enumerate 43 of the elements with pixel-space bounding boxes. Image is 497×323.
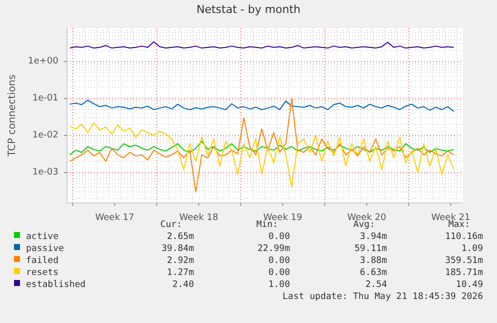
legend-label: established [26,280,86,290]
text: 1.09 [461,244,483,254]
text: 185.71m [445,268,483,278]
line-series [69,98,454,192]
text: 6.63m [360,268,387,278]
text: 0.00 [268,232,290,242]
line-series [69,140,454,156]
text: Min: [256,220,278,230]
text: Max: [448,220,470,230]
text: 59.11m [354,244,387,254]
chart-title: Netstat - by month [196,3,301,16]
legend-label: passive [26,244,64,254]
legend-label: active [26,232,59,242]
text: 3.94m [360,232,387,242]
text: 39.84m [161,244,194,254]
line-series [69,41,454,49]
text: Avg: [353,220,375,230]
text: 10.49 [456,280,483,290]
y-tick-label: 1e+00 [28,56,59,66]
text: Cur: [160,220,182,230]
text: 2.65m [166,232,194,242]
text: 0.00 [268,256,290,266]
legend-label: resets [26,268,59,278]
x-tick-label: Week 17 [95,212,134,223]
text: 359.51m [445,256,483,266]
text: 1.00 [268,280,290,290]
y-tick-label: 1e-01 [32,93,58,104]
text: 2.54 [365,280,387,290]
y-tick-label: 1e-03 [32,168,58,178]
text: Last update: Thu May 21 18:45:39 2026 [282,292,483,302]
text: 3.88m [360,256,387,266]
text: 22.99m [257,244,290,254]
x-tick-label: Week 18 [179,212,218,223]
y-tick-label: 1e-02 [32,130,58,140]
text: 110.16m [445,232,483,242]
line-series [69,100,454,112]
text: 0.00 [268,268,290,278]
line-series [69,122,454,188]
text: 2.92m [166,256,194,266]
text: 1.27m [166,268,194,278]
legend-label: failed [26,256,59,266]
y-axis-title: TCP connections [7,74,18,158]
text: 2.40 [172,280,194,290]
